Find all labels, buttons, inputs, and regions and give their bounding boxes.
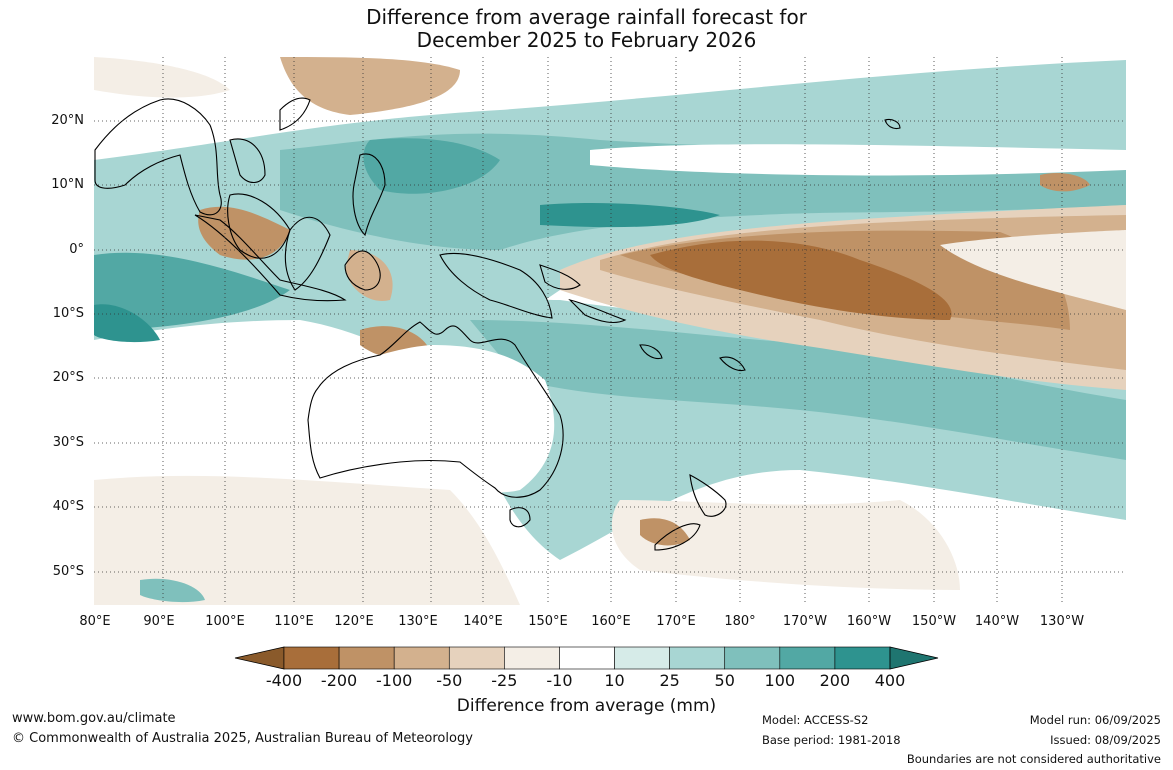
colorbar-swatch	[669, 646, 726, 670]
lon-label-170w: 170°W	[782, 614, 828, 629]
lon-label-100e: 100°E	[205, 614, 245, 629]
colorbar-swatch	[724, 646, 781, 670]
colorbar-swatches	[234, 646, 939, 670]
footer-url: www.bom.gov.au/climate	[12, 711, 176, 726]
colorbar-extend-low	[234, 646, 285, 670]
colorbar-swatch	[834, 646, 891, 670]
lat-label-50s: 50°S	[52, 564, 84, 579]
colorbar-extend-high	[889, 646, 939, 670]
lat-label-20s: 20°S	[52, 370, 84, 385]
colorbar-title: Difference from average (mm)	[456, 696, 717, 716]
footer-model: Model: ACCESS-S2	[762, 713, 869, 727]
lat-label-40s: 40°S	[52, 499, 84, 514]
lon-label-80e: 80°E	[79, 614, 111, 629]
map-title-line-1: Difference from average rainfall forecas…	[366, 5, 807, 29]
lon-label-120e: 120°E	[334, 614, 374, 629]
colorbar-swatch	[779, 646, 836, 670]
colorbar-tick-label: 10	[604, 671, 625, 690]
lon-label-130w: 130°W	[1039, 614, 1085, 629]
lon-label-160w: 160°W	[846, 614, 892, 629]
colorbar-tick-label: -400	[265, 671, 303, 690]
lon-label-150e: 150°E	[528, 614, 568, 629]
lon-label-110e: 110°E	[274, 614, 314, 629]
lon-label-140w: 140°W	[974, 614, 1020, 629]
footer-copyright: © Commonwealth of Australia 2025, Austra…	[12, 731, 473, 746]
colorbar-tick-label: -50	[436, 671, 463, 690]
colorbar-tick-label: -200	[320, 671, 358, 690]
lon-label-140e: 140°E	[463, 614, 503, 629]
footer-issued: Issued: 08/09/2025	[1050, 733, 1161, 747]
colorbar-tick-label: -100	[376, 671, 413, 690]
colorbar-tick-label: 50	[714, 671, 735, 690]
lat-label-10n: 10°N	[51, 177, 84, 192]
colorbar-swatch	[283, 646, 340, 670]
colorbar-tick-label: 100	[764, 671, 796, 690]
colorbar-tick-label: -10	[546, 671, 573, 690]
lat-label-10s: 10°S	[52, 306, 84, 321]
colorbar-swatch	[393, 646, 450, 670]
colorbar-swatch	[559, 646, 615, 670]
coastlines	[94, 97, 901, 551]
lon-label-180: 180°	[724, 614, 756, 629]
lat-label-20n: 20°N	[51, 113, 84, 128]
graticule	[94, 57, 1126, 605]
lat-label-0: 0°	[69, 242, 84, 257]
lon-label-170e: 170°E	[656, 614, 696, 629]
colorbar-tick-label: 400	[874, 671, 906, 690]
colorbar-swatch	[338, 646, 395, 670]
colorbar-tick-label: 200	[819, 671, 851, 690]
colorbar-swatch	[614, 646, 670, 670]
colorbar-tick-label: 25	[659, 671, 680, 690]
rainfall-field	[94, 57, 1126, 605]
colorbar-tick-label: -25	[491, 671, 518, 690]
footer-model-run: Model run: 06/09/2025	[1029, 713, 1161, 727]
lat-label-30s: 30°S	[52, 435, 84, 450]
lon-label-90e: 90°E	[143, 614, 175, 629]
lon-label-150w: 150°W	[911, 614, 957, 629]
rainfall-map	[94, 57, 1126, 605]
footer-base-period: Base period: 1981-2018	[762, 733, 901, 747]
lon-label-130e: 130°E	[398, 614, 438, 629]
map-title-line-2: December 2025 to February 2026	[416, 28, 757, 52]
lon-label-160e: 160°E	[591, 614, 631, 629]
footer-disclaimer: Boundaries are not considered authoritat…	[906, 752, 1161, 766]
colorbar-swatch	[504, 646, 560, 670]
colorbar-swatch	[448, 646, 505, 670]
